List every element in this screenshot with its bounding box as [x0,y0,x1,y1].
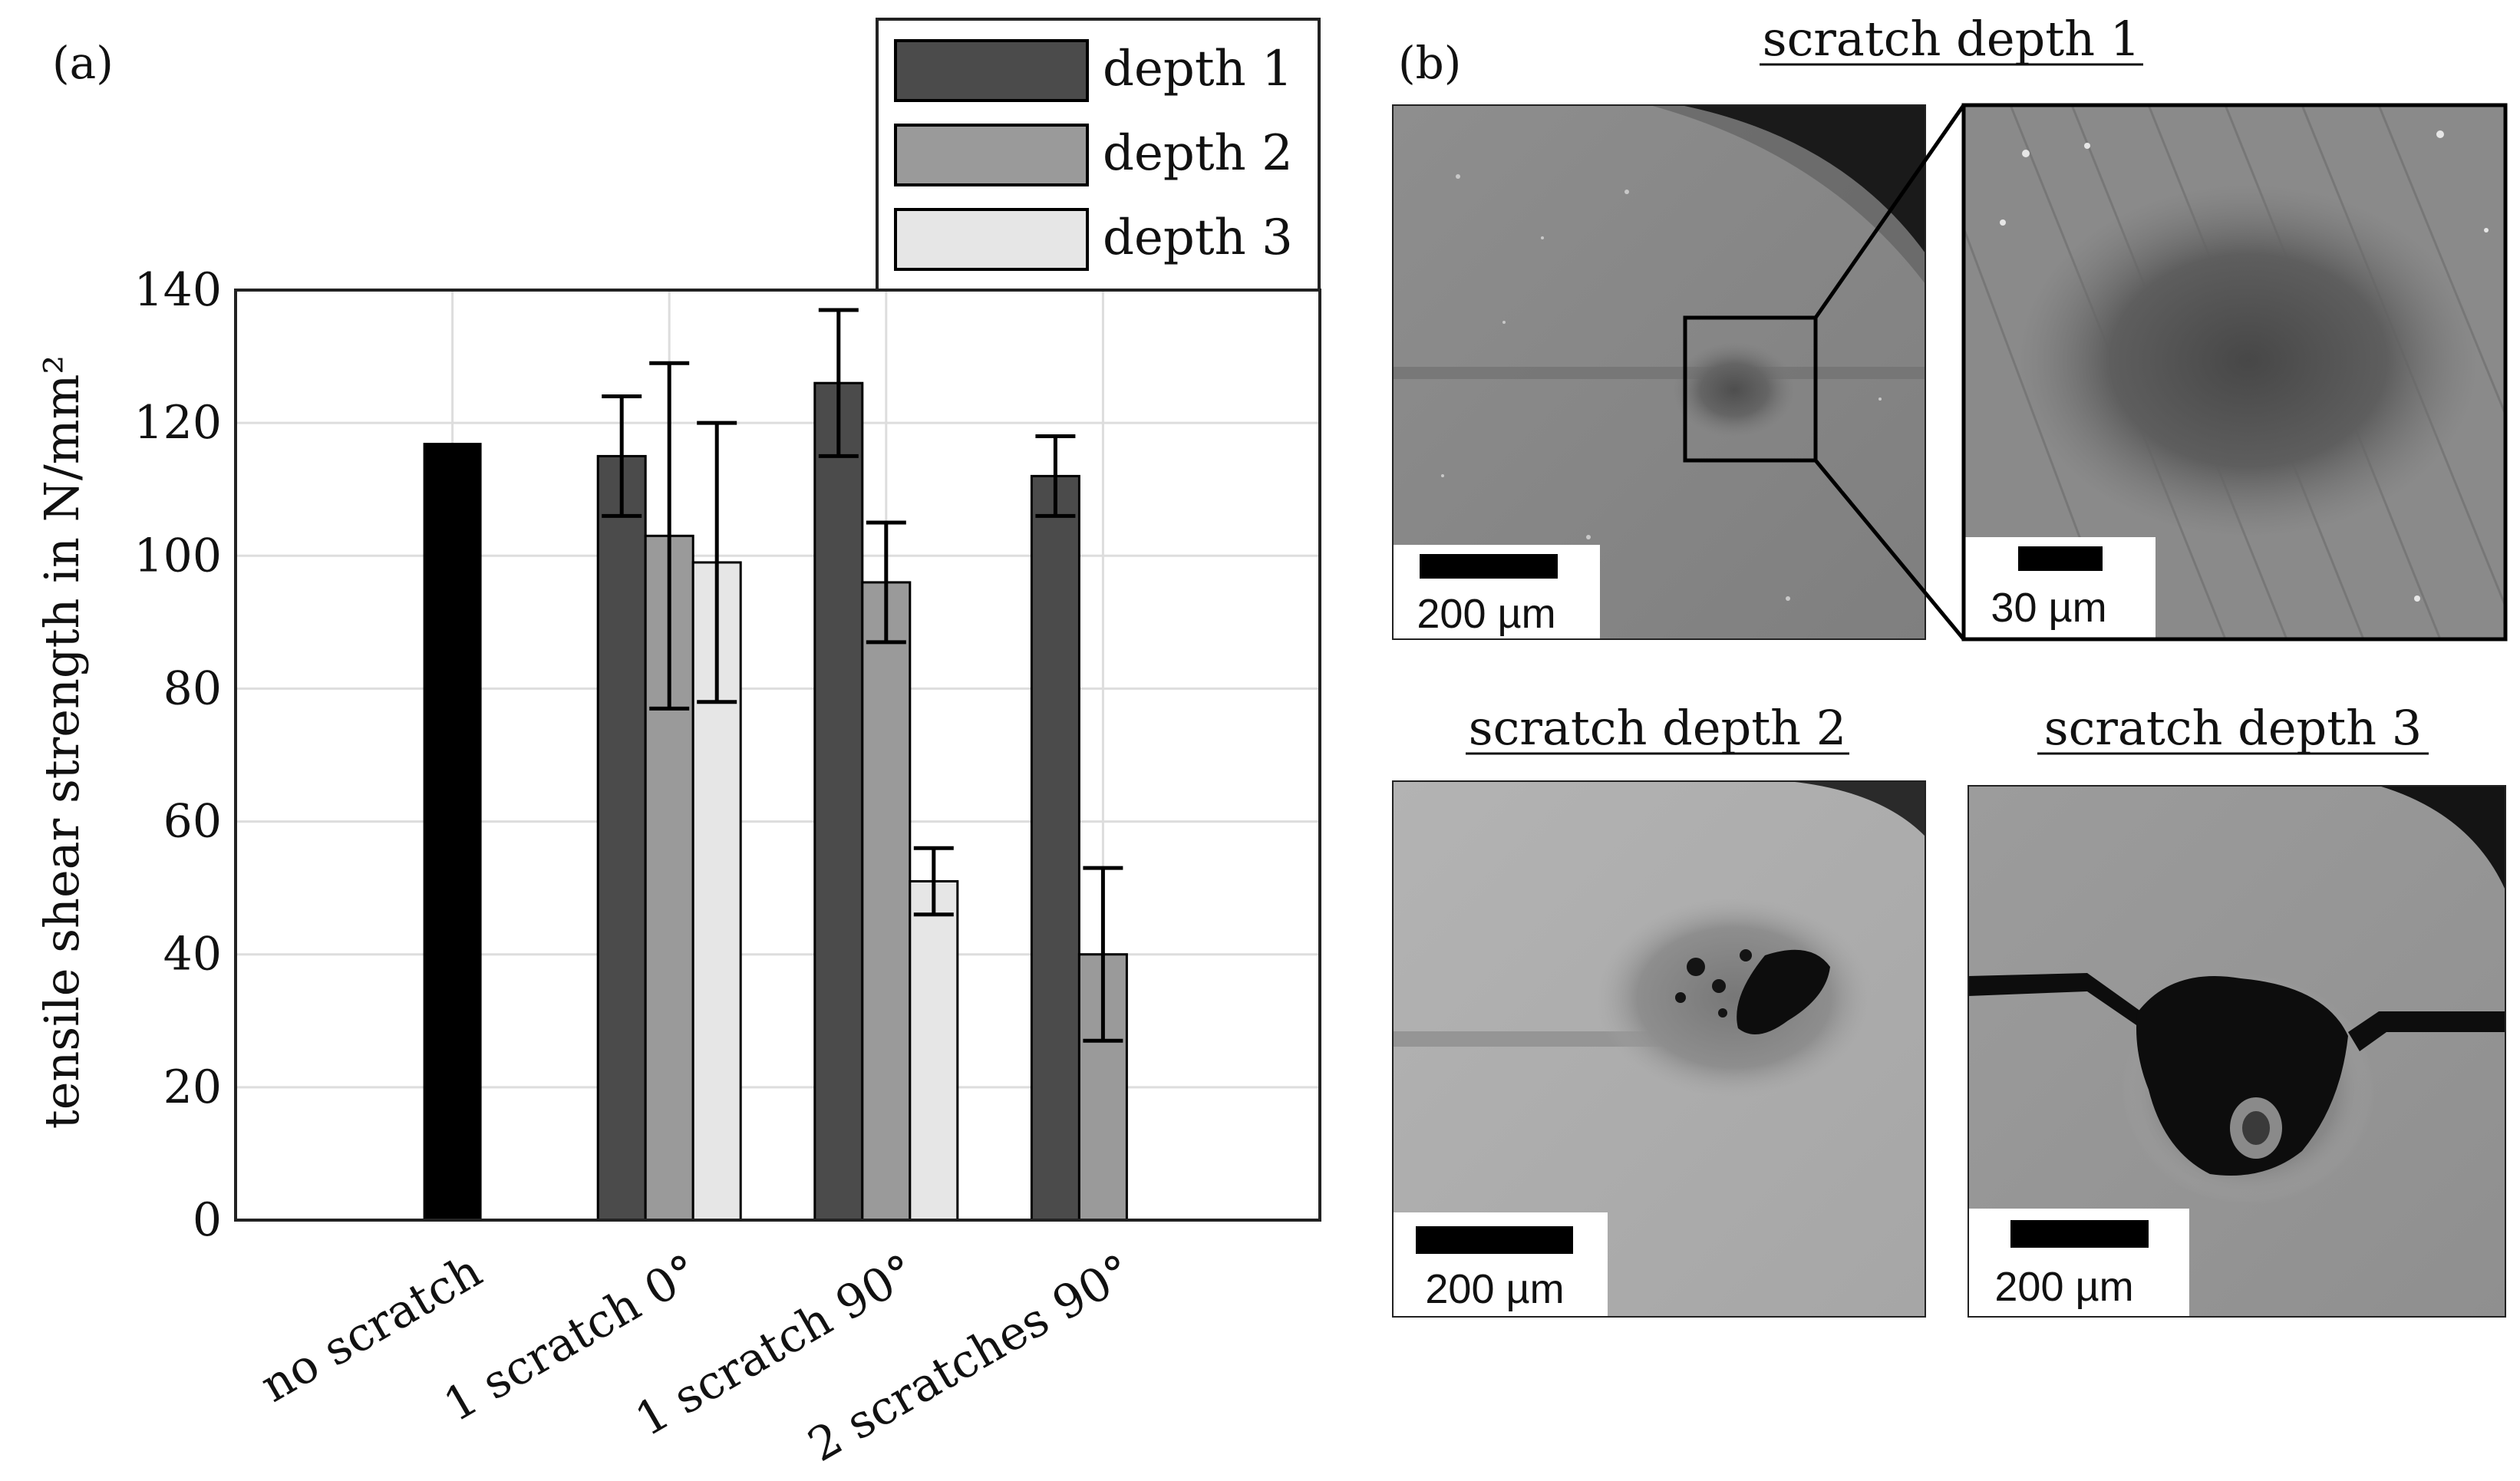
micrograph-title-depth-1: scratch depth 1 [1763,11,2141,67]
legend-swatch [894,124,1089,186]
panel-b: (b) scratch depth 1 200 µm [1392,11,2508,1318]
y-tick-label: 0 [193,1193,222,1247]
bar-depth-1 [813,381,864,1222]
y-tick-label: 20 [163,1060,222,1114]
legend-label: depth 3 [1103,209,1293,266]
legend: depth 1 depth 2 depth 3 [876,18,1321,292]
y-tick-labels: 0 20 40 60 80 100 120 140 [134,263,222,1247]
scale-bar-label: 30 µm [1991,585,2106,631]
legend-swatch [894,208,1089,271]
micrograph-frame [1392,780,1926,1318]
micrograph-frame [1968,785,2506,1318]
scale-bar-label: 200 µm [1994,1264,2133,1310]
micrograph-specks [2000,130,2489,602]
micrograph-specks [1441,174,1882,601]
micrograph-dark-edge [2379,786,2505,890]
micrograph-depth-1-overview: 200 µm [1393,105,1925,639]
scale-bar-label: 200 µm [1425,1266,1564,1312]
bar-depth-1 [596,454,647,1222]
scratch-defect [1737,949,1830,1034]
scratch-mark-zoom [2018,184,2479,537]
grid [236,289,1320,1222]
scratch-pits [1675,949,1752,1018]
legend-label: depth 1 [1103,41,1293,97]
bar-depth-2 [861,581,912,1222]
scale-bar [2018,546,2103,571]
scratch-defect [2136,976,2348,1176]
micrograph-dark-edge [1788,781,1925,836]
y-tick-label: 100 [134,529,222,582]
scale-bar-label: 200 µm [1417,591,1555,637]
micrograph-dark-edge [1681,105,1925,253]
zoom-connector-top [1813,104,1966,319]
micrograph-frame [1961,103,2508,642]
bar-depth-3 [909,879,959,1222]
error-bars [602,308,1123,1043]
micrograph-depth-1-zoom: 30 µm [1964,105,2505,639]
scratch-mark [1673,342,1796,437]
zoom-region-box [1683,315,1818,463]
scratch-halo [1596,898,1872,1097]
panel-b-label: (b) [1398,37,1461,89]
interface-crack-left [1968,973,2141,1028]
zoom-connector-bottom [1814,459,1965,641]
defect-inner-core [2242,1111,2270,1145]
legend-label: depth 2 [1103,125,1293,182]
micrograph-edge-shadow [1650,105,1925,284]
plot-frame [234,289,1321,1222]
y-tick-label: 60 [163,795,222,849]
bar-no-scratch [423,443,482,1220]
y-tick-label: 120 [134,396,222,450]
interface-crack-right [2348,1011,2505,1051]
bars [423,381,1128,1222]
micrograph-frame [1392,104,1926,640]
y-tick-label: 80 [163,661,222,715]
y-tick-label: 40 [163,928,222,981]
panel-a-label: (a) [52,37,114,89]
micrograph-depth-2: 200 µm [1393,781,1925,1317]
y-axis-label: tensile shear strength in N/mm² [34,355,90,1129]
scale-bar [1420,554,1558,579]
micrograph-title-depth-3: scratch depth 3 [2044,700,2423,756]
micrograph-title-depth-2: scratch depth 2 [1469,700,1847,756]
micrograph-depth-3: 200 µm [1968,786,2505,1317]
y-tick-label: 140 [134,263,222,317]
legend-swatch [894,39,1089,102]
scale-bar [1416,1226,1573,1254]
scale-bar [2010,1220,2149,1248]
micrograph-interface-line [1393,367,1925,379]
bar-depth-1 [1030,474,1080,1222]
